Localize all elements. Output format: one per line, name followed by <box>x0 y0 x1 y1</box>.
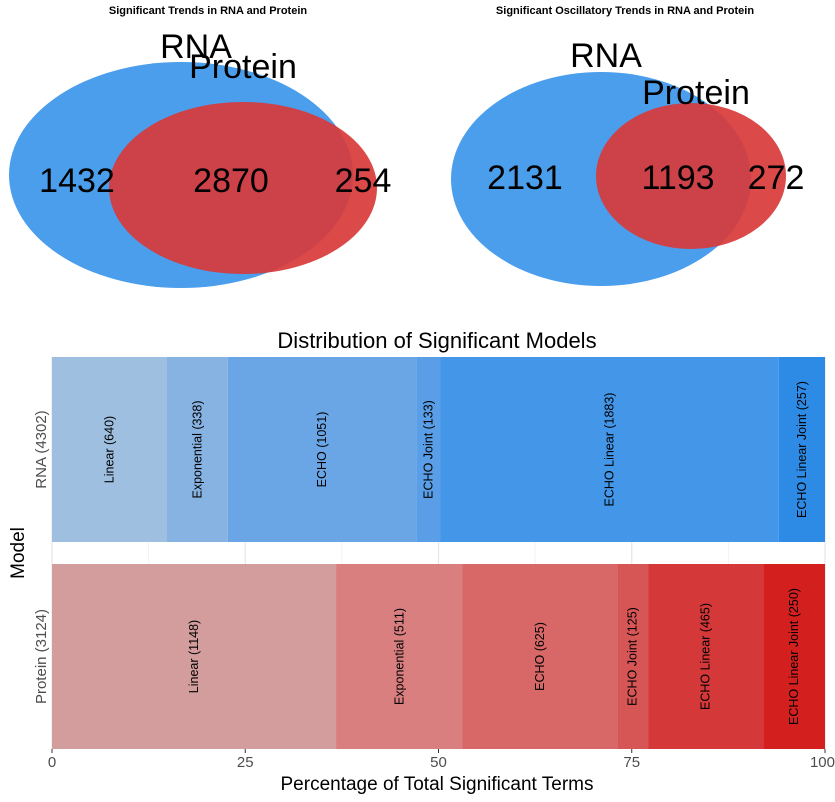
segment-label: ECHO Linear Joint (257) <box>795 381 809 518</box>
venn-left-set-rna: RNA <box>160 28 232 66</box>
bar-chart-title: Distribution of Significant Models <box>277 328 596 353</box>
bar-segment <box>778 357 825 542</box>
bar-segment <box>52 564 337 749</box>
x-tick-label: 25 <box>237 754 254 771</box>
venn-right-title: Significant Oscillatory Trends in RNA an… <box>496 5 754 17</box>
bar-segment <box>336 564 463 749</box>
segment-label: ECHO Joint (125) <box>626 607 640 706</box>
bar-chart: Distribution of Significant Models Linea… <box>8 328 835 795</box>
venn-right-protein-only: 272 <box>748 159 805 197</box>
bar-segment <box>648 564 764 749</box>
segment-label: Exponential (338) <box>190 401 204 499</box>
x-tick-label: 50 <box>430 754 447 771</box>
segment-label: Linear (1148) <box>187 620 201 693</box>
venn-right-set-protein: Protein <box>642 74 750 112</box>
x-tick-label: 0 <box>48 754 56 771</box>
venn-right-set-rna: RNA <box>570 37 642 75</box>
venn-right-rna-only: 2131 <box>487 159 563 197</box>
segment-label: ECHO Linear (1883) <box>603 393 617 507</box>
bar-segment <box>440 357 779 542</box>
venn-left-title: Significant Trends in RNA and Protein <box>109 5 308 17</box>
venn-left-protein-circle <box>109 102 377 274</box>
segment-label: Linear (640) <box>102 416 116 483</box>
venn-right: Significant Oscillatory Trends in RNA an… <box>451 5 804 286</box>
category-label: Protein (3124) <box>33 609 50 704</box>
bar-segment <box>166 357 228 542</box>
x-axis: 0 25 50 75 100 <box>48 749 835 771</box>
venn-left: Significant Trends in RNA and Protein RN… <box>9 5 391 288</box>
segment-label: Exponential (511) <box>392 608 406 705</box>
x-tick-label: 75 <box>623 754 640 771</box>
segment-label: ECHO (625) <box>533 622 547 691</box>
bar-segment <box>227 357 417 542</box>
bar-segment <box>462 564 618 749</box>
x-axis-title: Percentage of Total Significant Terms <box>281 774 594 795</box>
venn-left-protein-only: 254 <box>335 162 392 200</box>
bar-segment <box>763 564 825 749</box>
y-axis-title: Model <box>8 527 29 579</box>
bar-segment <box>617 564 649 749</box>
segment-label: ECHO Joint (133) <box>422 400 436 499</box>
category-labels: RNA (4302) Protein (3124) <box>33 410 50 704</box>
segment-label: ECHO Linear (465) <box>699 603 713 710</box>
venn-right-both: 1193 <box>641 159 714 197</box>
bars: Linear (640) Exponential (338) ECHO (1051)… <box>52 357 825 749</box>
venn-right-protein-circle <box>596 103 786 249</box>
bar-segment <box>416 357 441 542</box>
segment-label: ECHO (1051) <box>315 412 329 488</box>
venn-left-both: 2870 <box>193 162 269 200</box>
venn-left-set-protein: Protein <box>189 48 297 86</box>
venn-left-rna-only: 1432 <box>39 162 115 200</box>
category-label: RNA (4302) <box>33 410 50 488</box>
bar-segment <box>52 357 167 542</box>
x-tick-label: 100 <box>810 754 835 771</box>
segment-label: ECHO Linear Joint (250) <box>787 588 801 725</box>
